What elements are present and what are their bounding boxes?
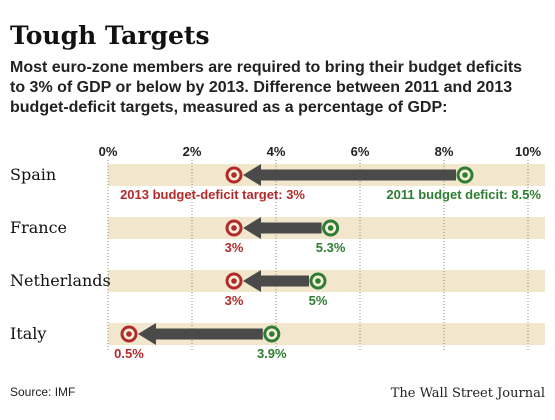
- target-2013-marker-france: [225, 219, 243, 237]
- deficit-2011-label-italy: 3.9%: [257, 346, 287, 361]
- arrow-shaft-spain: [261, 169, 456, 181]
- deficit-2011-label-france: 5.3%: [316, 240, 346, 255]
- arrow-head-spain: [243, 164, 261, 186]
- chart-title: Tough Targets: [10, 21, 210, 50]
- arrow-shaft-italy: [156, 328, 263, 340]
- publisher-credit: The Wall Street Journal: [391, 386, 545, 401]
- target-2013-label-france: 3%: [225, 240, 244, 255]
- arrow-shaft-netherlands: [261, 275, 309, 287]
- target-2013-marker-netherlands: [225, 272, 243, 290]
- target-2013-label-spain: 2013 budget-deficit target: 3%: [120, 187, 305, 202]
- source-note: Source: IMF: [10, 385, 75, 399]
- subtitle-line-1: Most euro-zone members are required to b…: [10, 59, 522, 76]
- country-label-netherlands: Netherlands: [10, 271, 111, 290]
- deficit-2011-marker-italy: [263, 325, 281, 343]
- x-tick-label: 2%: [183, 144, 202, 159]
- arrow-head-italy: [138, 323, 156, 345]
- x-tick-label: 6%: [351, 144, 370, 159]
- subtitle-line-3: budget-deficit targets, measured as a pe…: [10, 99, 447, 116]
- x-tick-label: 0%: [99, 144, 118, 159]
- deficit-2011-marker-france: [322, 219, 340, 237]
- country-label-italy: Italy: [10, 324, 46, 343]
- x-tick-label: 8%: [435, 144, 454, 159]
- target-2013-label-netherlands: 3%: [225, 293, 244, 308]
- target-2013-label-italy: 0.5%: [114, 346, 144, 361]
- arrow-head-netherlands: [243, 270, 261, 292]
- x-tick-label: 4%: [267, 144, 286, 159]
- deficit-2011-marker-spain: [456, 166, 474, 184]
- target-2013-marker-italy: [120, 325, 138, 343]
- deficit-2011-label-netherlands: 5%: [309, 293, 328, 308]
- arrow-shaft-france: [261, 222, 322, 234]
- country-label-spain: Spain: [10, 165, 56, 184]
- country-label-france: France: [10, 218, 67, 237]
- deficit-2011-marker-netherlands: [309, 272, 327, 290]
- arrow-head-france: [243, 217, 261, 239]
- subtitle-line-2: to 3% of GDP or below by 2013. Differenc…: [10, 79, 512, 96]
- deficit-2011-label-spain: 2011 budget deficit: 8.5%: [386, 187, 541, 202]
- target-2013-marker-spain: [225, 166, 243, 184]
- x-tick-label: 10%: [515, 144, 541, 159]
